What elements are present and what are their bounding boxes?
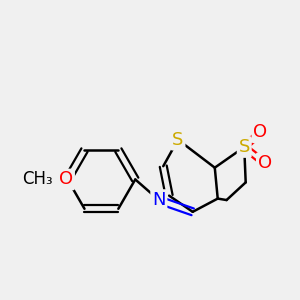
Text: CH₃: CH₃	[22, 170, 53, 188]
Text: S: S	[172, 131, 184, 149]
Text: O: O	[59, 170, 73, 188]
Text: O: O	[254, 123, 268, 141]
Text: S: S	[238, 138, 250, 156]
Text: O: O	[258, 154, 272, 172]
Text: N: N	[152, 191, 166, 209]
